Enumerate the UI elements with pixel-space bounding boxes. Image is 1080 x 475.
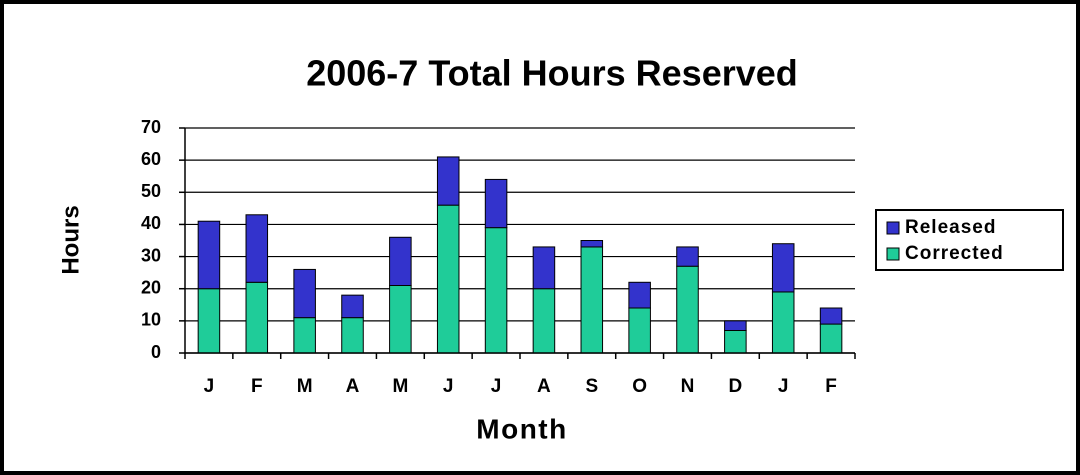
bar-segment [580, 246, 604, 354]
x-tick-label: S [585, 376, 598, 397]
x-tick-label: N [681, 376, 695, 397]
bar-segment [532, 288, 556, 354]
bar-segment [819, 323, 843, 354]
x-tick-label: J [204, 376, 215, 397]
x-tick-label: F [251, 376, 263, 397]
legend-label: Corrected [905, 243, 1004, 264]
y-tick-label: 20 [141, 277, 161, 297]
bar-segment [245, 281, 269, 354]
x-tick-label: A [346, 376, 360, 397]
bar-segment [389, 285, 412, 354]
y-tick-label: 70 [141, 117, 161, 137]
y-tick-label: 60 [141, 149, 161, 169]
bar-segment [819, 307, 843, 325]
x-axis-label: Month [476, 413, 567, 444]
bar-segment [245, 214, 269, 283]
bar-segment [389, 236, 412, 287]
bar-segment [484, 178, 508, 229]
bar-segment [197, 220, 221, 290]
x-tick-label: D [728, 376, 742, 397]
bar-segment [293, 317, 316, 354]
x-tick-label: F [825, 376, 837, 397]
bar-segment [676, 246, 699, 267]
x-tick-label: J [778, 376, 789, 397]
bar-segment [484, 227, 508, 354]
bar-segment [532, 246, 556, 290]
bar-segment [771, 243, 795, 293]
legend-swatch [886, 247, 900, 261]
legend-swatch [886, 221, 900, 235]
x-tick-label: O [632, 376, 647, 397]
bar-segment [628, 307, 651, 354]
bar-segment [293, 268, 316, 319]
bar-segment [771, 291, 795, 354]
x-tick-label: M [392, 376, 408, 397]
bar-segment [341, 294, 364, 319]
x-tick-label: J [491, 376, 502, 397]
x-tick-label: J [443, 376, 454, 397]
chart-title: 2006-7 Total Hours Reserved [306, 53, 798, 94]
legend-box [875, 209, 1064, 271]
y-tick-label: 10 [141, 310, 161, 330]
bar-segment [436, 156, 460, 206]
legend-label: Released [905, 217, 996, 238]
bar-segment [724, 320, 747, 332]
plot-area [185, 128, 855, 353]
y-axis-label: Hours [57, 205, 84, 274]
y-tick-label: 40 [141, 213, 161, 233]
bar-segment [341, 317, 364, 354]
y-tick-label: 30 [141, 245, 161, 265]
x-tick-label: M [297, 376, 313, 397]
bar-segment [197, 288, 221, 354]
bar-segment [628, 281, 651, 309]
x-tick-label: A [537, 376, 551, 397]
bar-segment [580, 240, 604, 248]
bar-segment [724, 330, 747, 354]
bar-segment [436, 204, 460, 354]
bar-segment [676, 265, 699, 354]
y-tick-label: 50 [141, 181, 161, 201]
y-tick-label: 0 [151, 342, 161, 362]
